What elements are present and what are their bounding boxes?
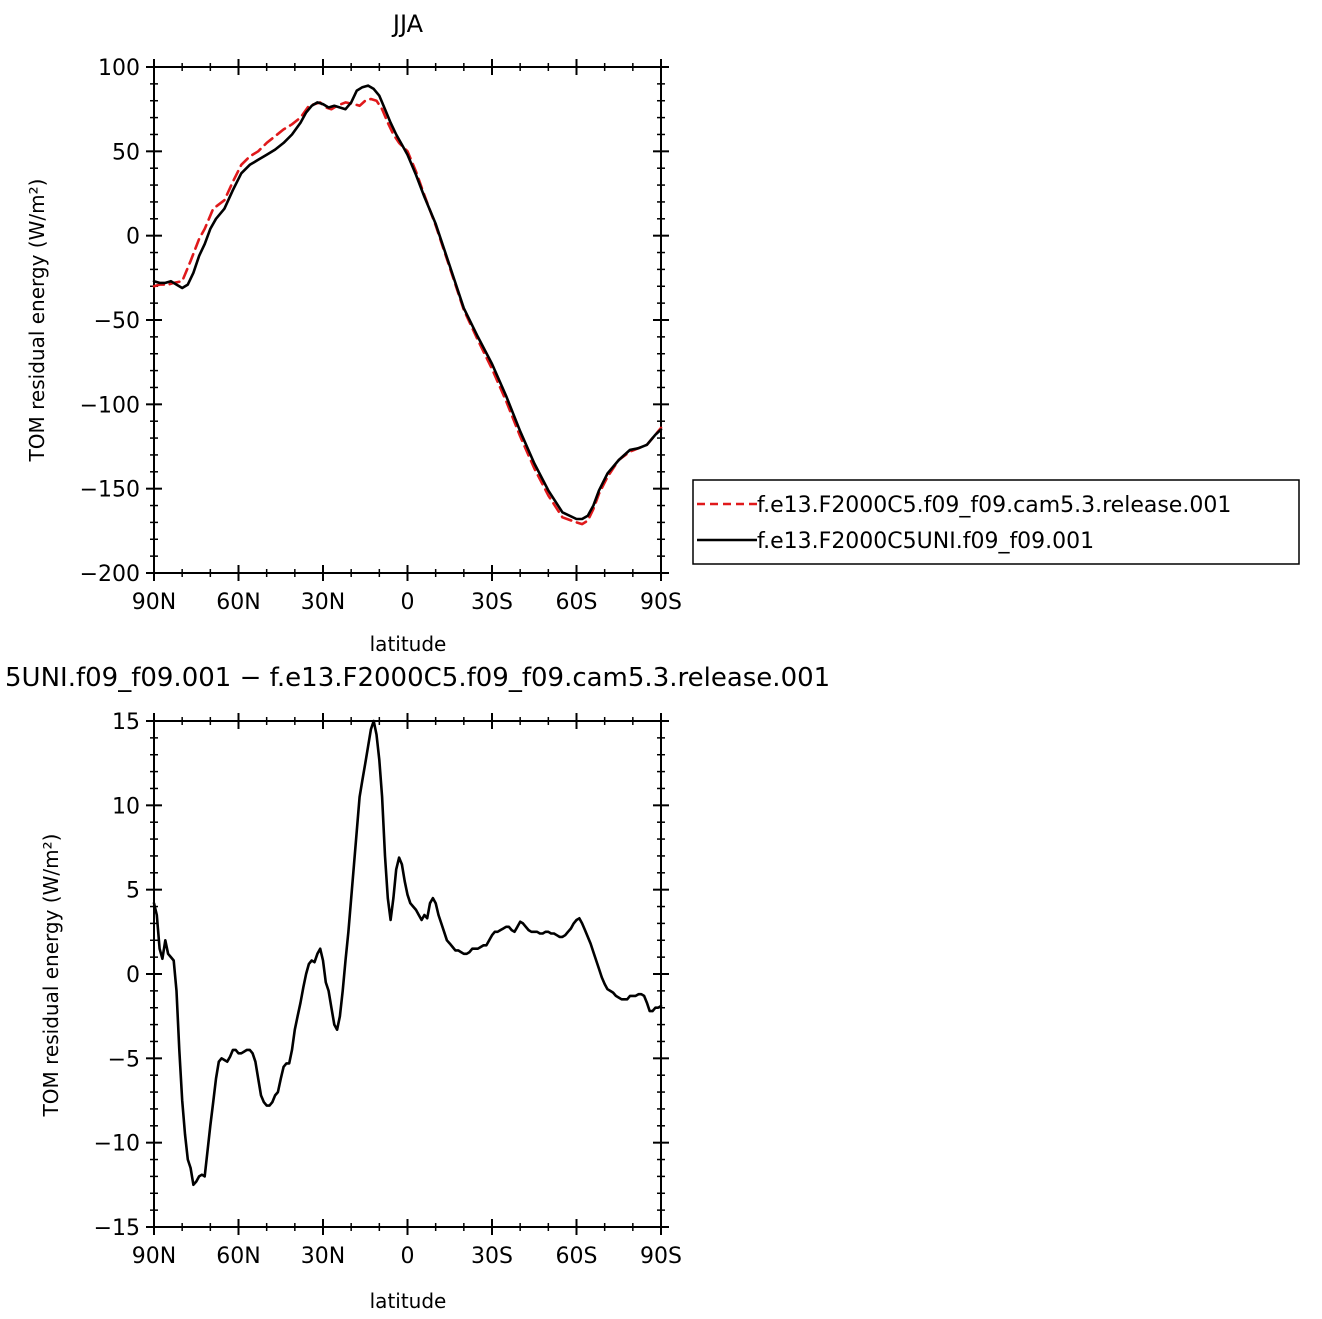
top-y-tick-label: 50: [112, 140, 140, 165]
top-x-tick-label: 30N: [301, 590, 345, 615]
bottom-series-line-0: [152, 719, 663, 1187]
top-y-tick-label: −200: [80, 562, 140, 587]
bottom-x-tick-label: 30S: [471, 1244, 513, 1269]
legend-label-black-series: f.e13.F2000C5UNI.f09_f09.001: [757, 529, 1094, 554]
bottom-x-tick-label: 90N: [132, 1244, 176, 1269]
top-x-tick-label: 60N: [216, 590, 260, 615]
top-y-tick-label: −50: [94, 309, 140, 334]
bottom-y-axis-label: TOM residual energy (W/m²): [39, 834, 63, 1118]
bottom-x-tick-label: 60S: [556, 1244, 598, 1269]
top-x-tick-label: 30S: [471, 590, 513, 615]
top-series-line-0: [152, 97, 663, 526]
top-x-tick-label: 0: [401, 590, 415, 615]
bottom-x-axis-label: latitude: [370, 1289, 447, 1313]
bottom-panel: 5UNI.f09_f09.001 − f.e13.F2000C5.f09_f09…: [5, 663, 830, 1313]
top-panel: JJA TOM residual energy (W/m²) latitude …: [25, 10, 682, 656]
legend: f.e13.F2000C5.f09_f09.cam5.3.release.001…: [692, 479, 1300, 565]
top-y-tick-label: −100: [80, 393, 140, 418]
bottom-y-tick-label: 0: [126, 963, 140, 988]
bottom-plot-frame: [153, 720, 662, 1228]
bottom-x-tick-label: 90S: [640, 1244, 682, 1269]
bottom-y-tick-label: −15: [94, 1216, 140, 1241]
top-x-tick-label: 90N: [132, 590, 176, 615]
top-y-tick-label: −150: [80, 478, 140, 503]
legend-box: [692, 479, 1300, 565]
top-y-tick-label: 0: [126, 225, 140, 250]
top-y-axis-label: TOM residual energy (W/m²): [25, 179, 49, 463]
bottom-chart-title: 5UNI.f09_f09.001 − f.e13.F2000C5.f09_f09…: [5, 663, 830, 693]
bottom-y-tick-label: 5: [126, 879, 140, 904]
top-series-group: [152, 84, 663, 526]
bottom-x-tick-label: 0: [401, 1244, 415, 1269]
top-x-tick-label: 90S: [640, 590, 682, 615]
top-chart-title: JJA: [391, 10, 424, 38]
legend-label-red-series: f.e13.F2000C5.f09_f09.cam5.3.release.001: [757, 493, 1231, 518]
bottom-series-group: [152, 719, 663, 1187]
top-series-line-1: [152, 84, 663, 521]
top-axes: 100 50 0 −50 −100 −150 −200 90N 60N 30N 0 30S 60S 90S: [80, 56, 682, 615]
bottom-x-tick-label: 60N: [216, 1244, 260, 1269]
bottom-y-tick-label: 10: [112, 794, 140, 819]
top-x-axis-label: latitude: [370, 632, 447, 656]
bottom-y-tick-label: 15: [112, 710, 140, 735]
top-x-tick-label: 60S: [556, 590, 598, 615]
bottom-axes: 15 10 5 0 −5 −10 −15 90N 60N 30N 0 30S 60S 90S: [94, 710, 682, 1269]
bottom-y-tick-label: −10: [94, 1132, 140, 1157]
top-plot-frame: [153, 66, 662, 574]
bottom-x-tick-label: 30N: [301, 1244, 345, 1269]
top-y-tick-label: 100: [98, 56, 140, 81]
bottom-y-tick-label: −5: [108, 1047, 140, 1072]
